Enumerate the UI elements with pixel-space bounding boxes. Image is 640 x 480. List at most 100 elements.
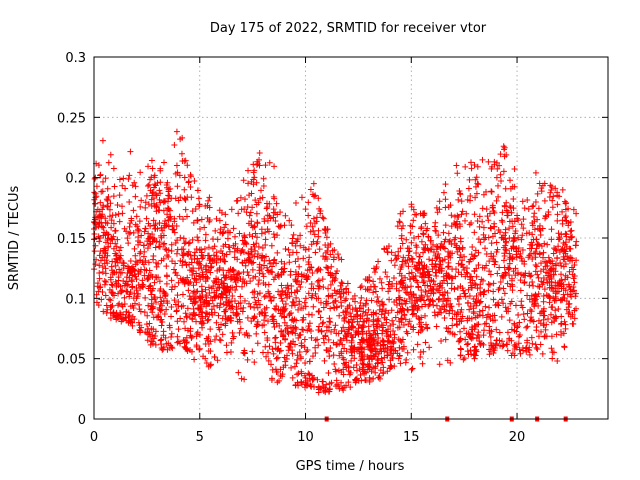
data-point xyxy=(527,273,534,280)
data-point xyxy=(430,249,437,256)
data-point xyxy=(490,296,497,303)
data-point xyxy=(146,283,153,290)
data-point xyxy=(194,234,201,241)
data-point xyxy=(274,354,281,361)
data-point xyxy=(302,295,309,302)
data-point xyxy=(197,225,204,232)
data-point xyxy=(169,258,176,265)
data-point xyxy=(463,265,470,272)
data-point xyxy=(188,259,195,266)
data-point xyxy=(476,299,483,306)
data-point xyxy=(473,346,480,353)
data-point xyxy=(169,222,176,229)
data-point xyxy=(133,213,140,220)
data-point xyxy=(136,218,143,225)
data-point xyxy=(160,232,167,239)
data-point xyxy=(384,248,391,255)
data-point xyxy=(470,295,477,302)
data-point xyxy=(509,218,516,225)
data-point xyxy=(157,294,164,301)
data-point xyxy=(560,239,567,246)
data-point xyxy=(555,306,562,313)
data-point xyxy=(411,302,418,309)
data-point xyxy=(468,159,475,166)
data-point xyxy=(565,222,572,229)
data-point xyxy=(560,263,567,270)
data-point xyxy=(442,336,449,343)
data-point xyxy=(203,299,210,306)
data-point xyxy=(282,212,289,219)
data-point xyxy=(307,383,314,390)
data-point xyxy=(185,287,192,294)
data-point xyxy=(181,195,188,202)
data-point xyxy=(413,294,420,301)
data-point xyxy=(521,260,528,267)
data-point xyxy=(475,329,482,336)
data-point xyxy=(110,310,117,317)
data-point xyxy=(158,307,165,314)
data-point xyxy=(345,363,352,370)
data-point xyxy=(157,316,164,323)
data-point xyxy=(265,357,272,364)
data-point xyxy=(570,283,577,290)
data-point xyxy=(96,238,103,245)
data-point xyxy=(426,278,433,285)
data-point xyxy=(436,283,443,290)
data-point xyxy=(425,234,432,241)
data-point xyxy=(250,241,257,248)
data-point xyxy=(406,318,413,325)
data-point xyxy=(347,310,354,317)
data-point xyxy=(307,228,314,235)
data-point xyxy=(157,307,164,314)
data-point xyxy=(248,248,255,255)
data-point xyxy=(232,240,239,247)
data-point xyxy=(483,262,490,269)
data-point xyxy=(403,236,410,243)
data-point xyxy=(177,257,184,264)
data-point xyxy=(173,162,180,169)
data-point xyxy=(171,142,178,149)
data-point xyxy=(168,330,175,337)
data-point xyxy=(486,268,493,275)
data-point xyxy=(186,293,193,300)
data-point xyxy=(202,237,209,244)
data-point xyxy=(228,206,235,213)
data-point xyxy=(441,238,448,245)
data-point xyxy=(143,215,150,222)
data-point xyxy=(477,239,484,246)
data-point xyxy=(220,267,227,274)
data-point xyxy=(231,248,238,255)
data-point xyxy=(160,159,167,166)
data-point xyxy=(554,201,561,208)
data-point xyxy=(135,241,142,248)
data-point xyxy=(319,214,326,221)
data-point xyxy=(425,296,432,303)
data-point xyxy=(548,265,555,272)
data-point xyxy=(194,217,201,224)
data-point xyxy=(211,336,218,343)
data-point xyxy=(408,201,415,208)
data-point xyxy=(321,357,328,364)
data-point xyxy=(348,349,355,356)
data-point xyxy=(517,331,524,338)
data-point xyxy=(292,330,299,337)
data-point xyxy=(509,223,516,230)
data-point xyxy=(367,346,374,353)
data-point xyxy=(148,196,155,203)
data-point xyxy=(473,190,480,197)
data-point xyxy=(300,255,307,262)
data-point xyxy=(254,321,261,328)
data-point xyxy=(422,245,429,252)
data-point xyxy=(92,261,99,268)
data-point xyxy=(524,337,531,344)
data-point xyxy=(529,231,536,238)
data-point xyxy=(528,245,535,252)
data-point xyxy=(324,265,331,272)
data-point xyxy=(240,249,247,256)
data-point xyxy=(168,248,175,255)
data-point xyxy=(309,311,316,318)
data-point xyxy=(99,137,106,144)
data-point xyxy=(372,363,379,370)
data-point xyxy=(466,292,473,299)
data-point xyxy=(362,377,369,384)
